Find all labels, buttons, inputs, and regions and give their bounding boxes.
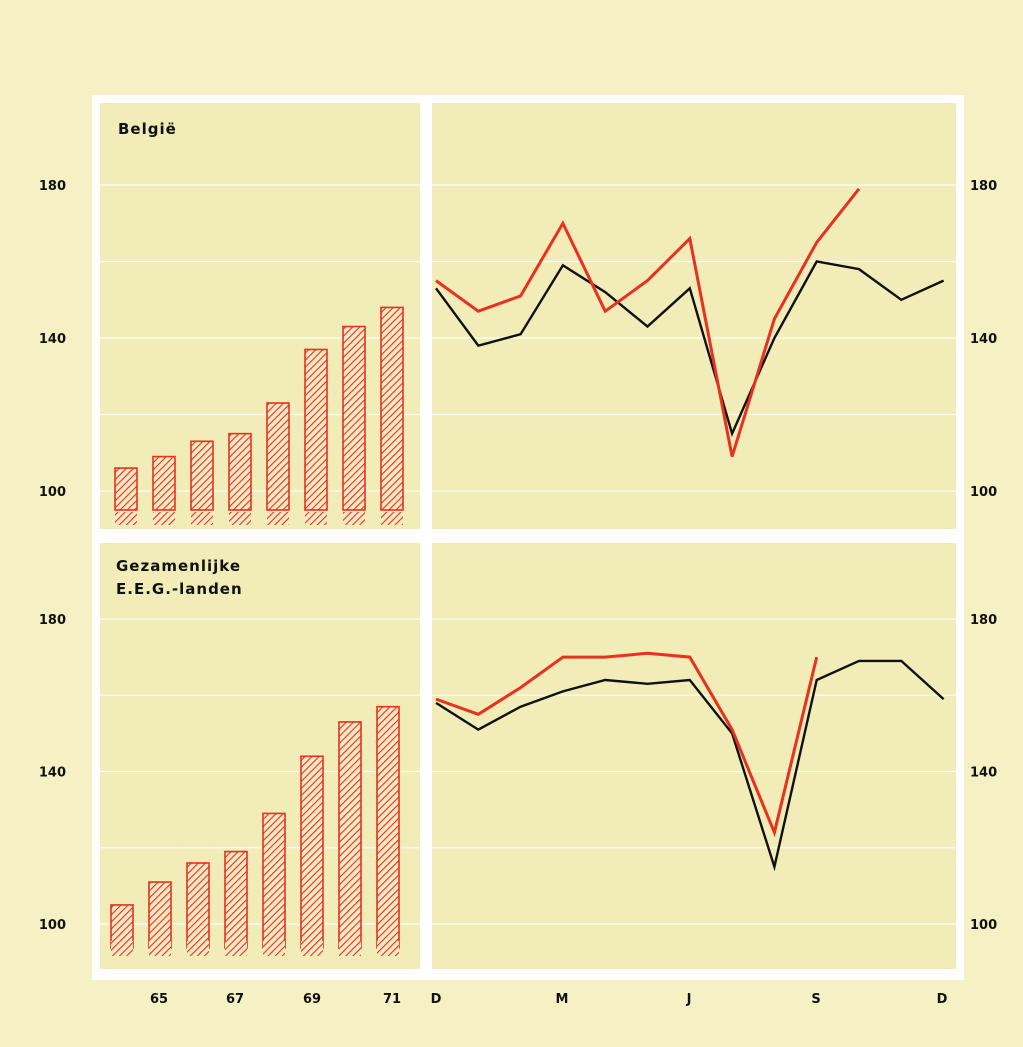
bar-break-stub <box>229 512 251 525</box>
y-tick-label: 180 <box>970 613 997 628</box>
panel-topR <box>432 103 956 529</box>
y-axis-right-top: 180 140 100 <box>970 179 997 500</box>
bar <box>228 432 252 511</box>
x-tick-label: D <box>937 992 948 1007</box>
bar-break-stub <box>115 512 137 525</box>
bar <box>152 455 176 511</box>
x-tick-label: 71 <box>383 992 401 1007</box>
y-axis-left-top: 180 140 100 <box>39 179 66 500</box>
bar <box>300 755 324 949</box>
x-axis-years: 65 67 69 71 <box>150 992 401 1007</box>
panels <box>100 103 956 969</box>
y-tick-label: 140 <box>39 332 66 347</box>
bar-break-stub <box>111 941 133 956</box>
y-tick-label: 100 <box>39 485 66 500</box>
panel-topL <box>100 103 420 529</box>
bar-break-stub <box>187 941 209 956</box>
panel-title-bottom-line2: E.E.G.-landen <box>116 580 243 598</box>
bar <box>380 306 404 511</box>
y-tick-label: 100 <box>39 918 66 933</box>
y-tick-label: 180 <box>39 613 66 628</box>
series-line-1972 <box>435 651 819 838</box>
bar-break-stub <box>301 941 323 956</box>
bar-chart-top <box>114 306 404 525</box>
bar-break-stub <box>377 941 399 956</box>
y-tick-label: 180 <box>970 179 997 194</box>
bar <box>224 850 248 949</box>
y-axis-left-bottom: 180 140 100 <box>39 613 66 933</box>
panel-title-bottom-line1: Gezamenlijke <box>116 557 241 575</box>
line-chart-top <box>435 187 945 458</box>
bar <box>262 812 286 949</box>
bar-break-stub <box>149 941 171 956</box>
y-tick-label: 180 <box>39 179 66 194</box>
bar-break-stub <box>305 512 327 525</box>
bar <box>148 881 172 949</box>
series-line-1971 <box>435 260 945 438</box>
x-tick-label: S <box>811 992 820 1007</box>
y-tick-label: 100 <box>970 918 997 933</box>
bar-break-stub <box>381 512 403 525</box>
bar <box>376 705 400 949</box>
y-tick-label: 100 <box>970 485 997 500</box>
x-tick-label: 67 <box>226 992 244 1007</box>
bar-break-stub <box>263 941 285 956</box>
bar-break-stub <box>191 512 213 525</box>
line-chart-bottom <box>435 651 945 872</box>
panel-title-top: België <box>118 120 177 138</box>
bar <box>190 440 214 511</box>
x-tick-label: 69 <box>303 992 321 1007</box>
panel-botL <box>100 543 420 969</box>
x-tick-label: D <box>431 992 442 1007</box>
series-line-1972 <box>435 187 861 458</box>
bar-break-stub <box>153 512 175 525</box>
series-line-1971 <box>435 659 945 872</box>
bar <box>304 348 328 511</box>
bar <box>342 325 366 511</box>
bar <box>338 721 362 949</box>
y-axis-right-bottom: 180 140 100 <box>970 613 997 933</box>
panel-botR <box>432 543 956 969</box>
bar-break-stub <box>267 512 289 525</box>
y-tick-label: 140 <box>970 766 997 781</box>
y-tick-label: 140 <box>39 766 66 781</box>
bar <box>266 402 290 511</box>
bar <box>114 467 138 511</box>
y-tick-label: 140 <box>970 332 997 347</box>
bar-chart-bottom <box>110 705 400 956</box>
bar-break-stub <box>339 941 361 956</box>
bar-break-stub <box>225 941 247 956</box>
x-tick-label: J <box>686 992 692 1007</box>
x-tick-label: 65 <box>150 992 168 1007</box>
bar-break-stub <box>343 512 365 525</box>
x-tick-label: M <box>556 992 569 1007</box>
bar <box>186 862 210 949</box>
